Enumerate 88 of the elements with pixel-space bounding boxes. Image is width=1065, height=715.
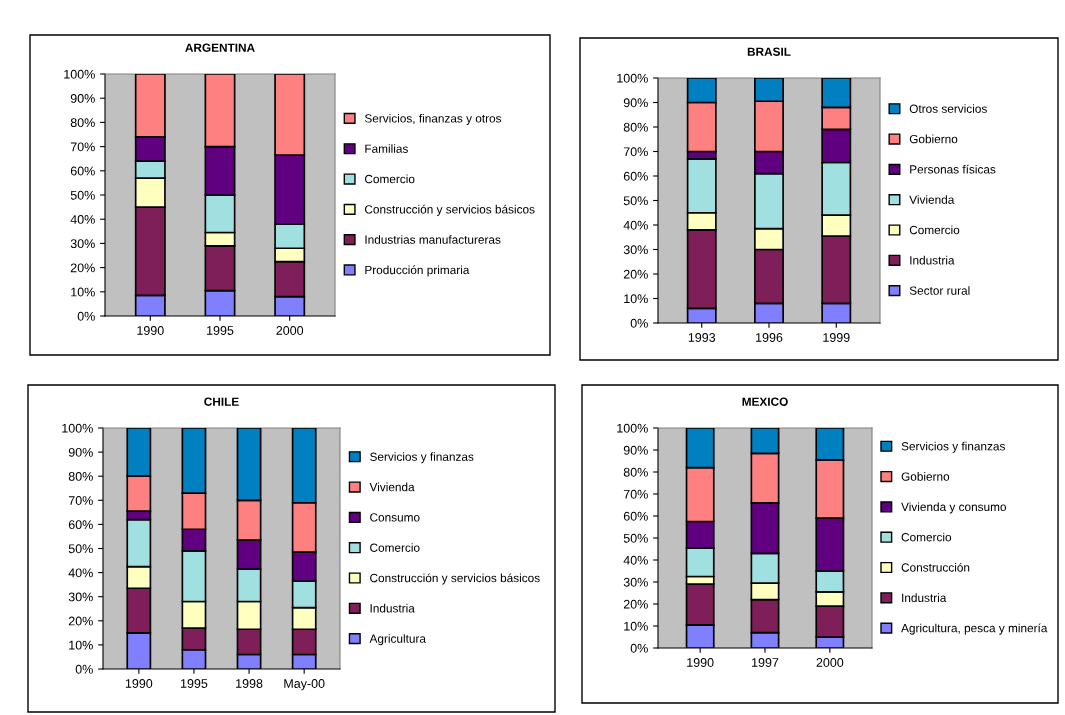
y-tick-label: 10% [624, 621, 648, 631]
y-tick-label: 0% [77, 311, 95, 321]
x-tick-label: 1998 [236, 679, 263, 688]
y-tick-label: 100% [617, 73, 648, 83]
legend-label: Agricultura [369, 634, 426, 646]
y-tick-label: 30% [68, 592, 93, 602]
legend-label: Gobierno [909, 134, 958, 144]
y-tick-label: 10% [69, 640, 93, 650]
chart-title: BRASIL [747, 47, 791, 56]
legend-label: Industrias manufactureras [365, 235, 501, 244]
x-tick-label: 1995 [180, 679, 208, 688]
legend-label: Gobierno [901, 472, 950, 481]
x-tick-label: 2000 [276, 326, 304, 335]
x-tick-label: 1995 [207, 326, 234, 335]
y-tick-label: 10% [71, 287, 95, 297]
y-tick-label: 100% [64, 69, 95, 79]
legend-label: Familias [365, 144, 408, 153]
x-tick-label: 1993 [688, 333, 716, 342]
y-tick-label: 70% [68, 496, 93, 505]
x-tick-label: 1997 [752, 658, 779, 667]
legend-label: Servicios y finanzas [370, 452, 474, 464]
legend-label: Servicios y finanzas [901, 441, 1005, 453]
legend-label: Industria [902, 593, 947, 602]
y-tick-label: 40% [623, 220, 648, 230]
x-tick-label: 1990 [687, 658, 714, 667]
x-tick-label: May-00 [284, 679, 325, 691]
legend-label: Vivienda [909, 195, 955, 204]
x-tick-label: 1996 [756, 333, 783, 342]
legend-label: Consumo [370, 513, 420, 522]
y-tick-label: 80% [623, 467, 648, 477]
y-tick-label: 20% [70, 263, 95, 273]
y-tick-label: 90% [623, 98, 648, 108]
legend-label: Comercio [364, 174, 415, 184]
y-tick-label: 20% [68, 616, 93, 626]
y-tick-label: 60% [623, 511, 648, 521]
y-tick-label: 60% [70, 166, 95, 176]
y-tick-label: 40% [623, 555, 648, 565]
legend-label: Comercio [909, 225, 960, 235]
y-tick-label: 30% [623, 577, 648, 587]
legend-label: Industria [370, 603, 415, 613]
y-tick-label: 40% [70, 215, 95, 224]
legend-label: Industria [910, 255, 955, 265]
y-tick-label: 60% [623, 171, 648, 181]
legend-label: Comercio [901, 532, 952, 542]
y-tick-label: 80% [68, 472, 93, 481]
x-tick-label: 1990 [137, 326, 164, 335]
legend-label: Personas físicas [910, 164, 996, 174]
legend-label: Producción primaria [365, 265, 470, 277]
y-tick-label: 100% [62, 423, 93, 433]
legend-label: Comercio [370, 543, 420, 552]
y-tick-label: 90% [70, 94, 95, 103]
legend-label: Vivienda [369, 482, 415, 492]
y-tick-label: 70% [70, 142, 95, 152]
x-tick-label: 1990 [125, 679, 153, 688]
y-tick-label: 50% [68, 544, 93, 554]
legend-label: Agricultura, pesca y minería [901, 623, 1048, 635]
chart-title: ARGENTINA [185, 43, 255, 52]
y-tick-label: 100% [617, 423, 648, 433]
y-tick-label: 40% [68, 568, 93, 578]
y-tick-label: 20% [623, 599, 648, 609]
y-tick-label: 10% [624, 294, 648, 304]
y-tick-label: 50% [623, 533, 648, 543]
y-tick-label: 90% [623, 445, 648, 455]
y-tick-label: 50% [623, 196, 648, 206]
legend-label: Construcción [901, 562, 970, 572]
legend-label: Vivienda y consumo [901, 502, 1007, 514]
y-tick-label: 0% [75, 664, 93, 674]
legend-label: Servicios, finanzas y otros [364, 113, 502, 125]
legend-label: Otros servicios [909, 104, 987, 113]
legend-label: Construcción y servicios básicos [364, 204, 535, 216]
chart-title: CHILE [204, 397, 239, 406]
y-tick-label: 0% [630, 643, 648, 653]
y-tick-label: 80% [70, 118, 95, 128]
y-tick-label: 70% [623, 489, 648, 499]
y-tick-label: 0% [630, 318, 648, 328]
y-tick-label: 80% [623, 122, 648, 132]
y-tick-label: 60% [68, 520, 93, 530]
y-tick-label: 20% [623, 269, 648, 279]
y-tick-label: 50% [70, 190, 95, 200]
y-tick-label: 30% [623, 245, 648, 255]
y-tick-label: 90% [68, 447, 93, 457]
legend-label: Construcción y servicios básicos [370, 573, 540, 585]
x-tick-label: 2000 [816, 658, 844, 667]
y-tick-label: 70% [623, 147, 648, 157]
x-tick-label: 1999 [823, 333, 850, 342]
chart-title: MEXICO [742, 397, 788, 406]
y-tick-label: 30% [70, 239, 95, 249]
legend-label: Sector rural [909, 286, 970, 295]
